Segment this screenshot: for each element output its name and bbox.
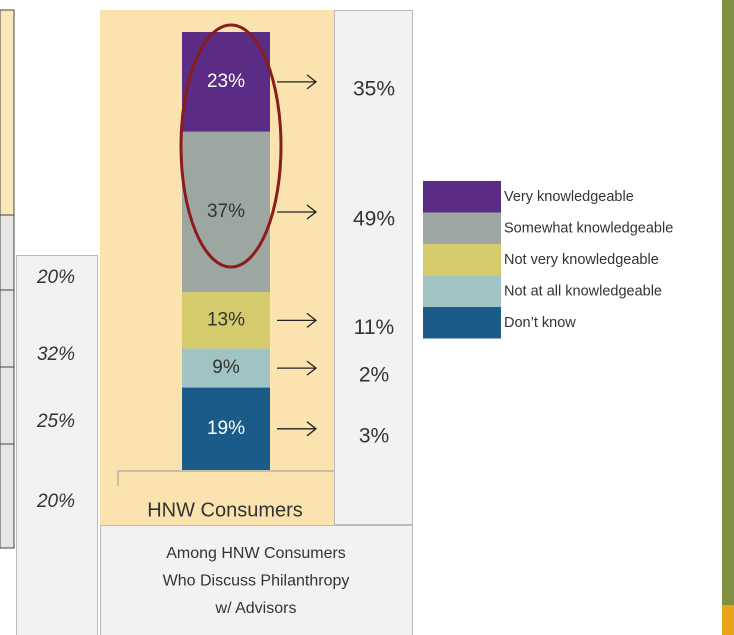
comparison-value: 3% bbox=[359, 424, 389, 447]
axis-line bbox=[117, 470, 334, 486]
comparison-value: 2% bbox=[359, 364, 389, 387]
bar-segment bbox=[182, 292, 270, 349]
arrow bbox=[277, 74, 318, 90]
caption-line: w/ Advisors bbox=[215, 600, 297, 617]
legend-label: Not at all knowledgeable bbox=[504, 283, 662, 299]
bar-segment bbox=[182, 32, 270, 132]
legend-label: Don’t know bbox=[504, 315, 576, 331]
legend-swatch bbox=[423, 244, 501, 276]
comparison-value: 11% bbox=[354, 316, 394, 339]
table-cell bbox=[0, 9, 15, 216]
side-value: 25% bbox=[36, 411, 75, 432]
side-panel bbox=[16, 255, 98, 635]
arrow bbox=[277, 421, 318, 437]
category-label: HNW Consumers bbox=[147, 499, 303, 521]
side-value: 32% bbox=[37, 344, 75, 365]
side-value: 20% bbox=[36, 491, 75, 512]
bar-segment bbox=[182, 387, 270, 470]
legend-swatch bbox=[423, 307, 501, 339]
table-cell bbox=[0, 443, 15, 549]
data-label: 19% bbox=[207, 418, 245, 439]
data-label: 37% bbox=[207, 201, 245, 222]
comparison-panel bbox=[334, 10, 413, 525]
legend-label: Not very knowledgeable bbox=[504, 252, 659, 268]
legend-swatch bbox=[423, 275, 501, 307]
comparison-value: 49% bbox=[353, 208, 395, 231]
comparison-value: 35% bbox=[353, 77, 395, 100]
data-label: 23% bbox=[207, 71, 245, 92]
side-value: 20% bbox=[36, 267, 75, 288]
legend-label: Very knowledgeable bbox=[504, 189, 634, 205]
legend-label: Somewhat knowledgeable bbox=[504, 220, 673, 236]
caption-line: Among HNW Consumers bbox=[166, 545, 346, 562]
caption-panel bbox=[100, 525, 413, 635]
highlight-ellipse bbox=[179, 23, 283, 269]
arrow bbox=[277, 204, 318, 220]
arrow bbox=[277, 312, 318, 328]
arrow bbox=[277, 360, 318, 376]
accent-bar bbox=[722, 605, 734, 635]
data-label: 13% bbox=[207, 309, 245, 330]
accent-bar bbox=[722, 0, 734, 605]
caption-line: Who Discuss Philanthropy bbox=[163, 573, 350, 590]
bar-segment bbox=[182, 348, 270, 388]
legend-swatch bbox=[423, 181, 501, 213]
chart: 23% 35% Very knowledgeable 37% 49% Somewhat k… bbox=[36, 32, 673, 617]
table-cell bbox=[0, 366, 15, 445]
table-cell bbox=[0, 289, 15, 368]
legend-swatch bbox=[423, 212, 501, 244]
table-cell bbox=[0, 214, 15, 291]
data-label: 9% bbox=[212, 357, 240, 378]
